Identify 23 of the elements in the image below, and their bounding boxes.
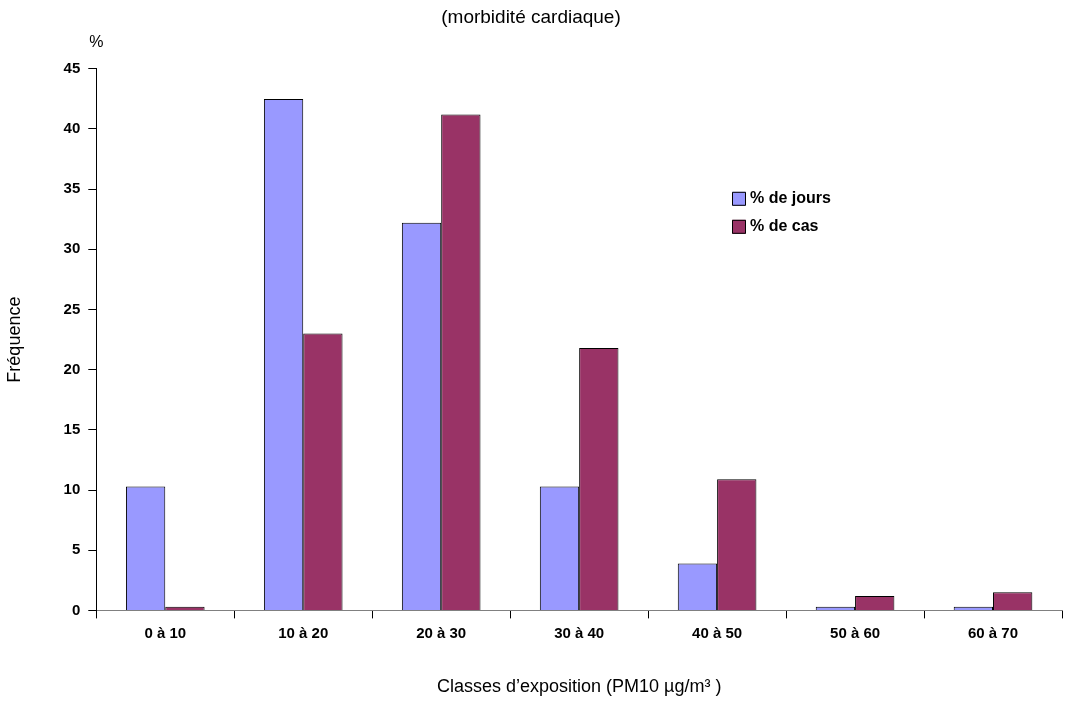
y-axis-title: Fréquence bbox=[3, 296, 24, 383]
y-tick-label: 45 bbox=[63, 58, 81, 76]
x-tick-label: 50 à 60 bbox=[830, 623, 881, 641]
legend-label: % de jours bbox=[750, 189, 832, 207]
y-tick-label: 35 bbox=[63, 179, 81, 197]
x-tick-label: 30 à 40 bbox=[554, 623, 605, 641]
x-axis-title: Classes d’exposition (PM10 µg/m³ ) bbox=[436, 676, 722, 697]
y-tick-label: 40 bbox=[63, 119, 81, 137]
x-tick-label: 20 à 30 bbox=[416, 623, 467, 641]
chart-title: (morbidité cardiaque) bbox=[441, 5, 621, 27]
legend-label: % de cas bbox=[750, 217, 819, 235]
x-tick-label: 10 à 20 bbox=[278, 623, 329, 641]
y-tick-label: 5 bbox=[71, 540, 81, 558]
y-tick-label: 25 bbox=[63, 299, 81, 317]
y-tick-label: 15 bbox=[63, 420, 81, 438]
y-tick-label: 30 bbox=[63, 239, 81, 257]
x-tick-label: 60 à 70 bbox=[968, 623, 1019, 641]
y-tick-label: 10 bbox=[63, 480, 81, 498]
x-tick-label: 0 à 10 bbox=[144, 623, 187, 641]
text: % bbox=[89, 33, 104, 51]
y-tick-label: 0 bbox=[71, 600, 81, 618]
y-tick-label: 20 bbox=[63, 359, 81, 377]
x-tick-label: 40 à 50 bbox=[692, 623, 743, 641]
